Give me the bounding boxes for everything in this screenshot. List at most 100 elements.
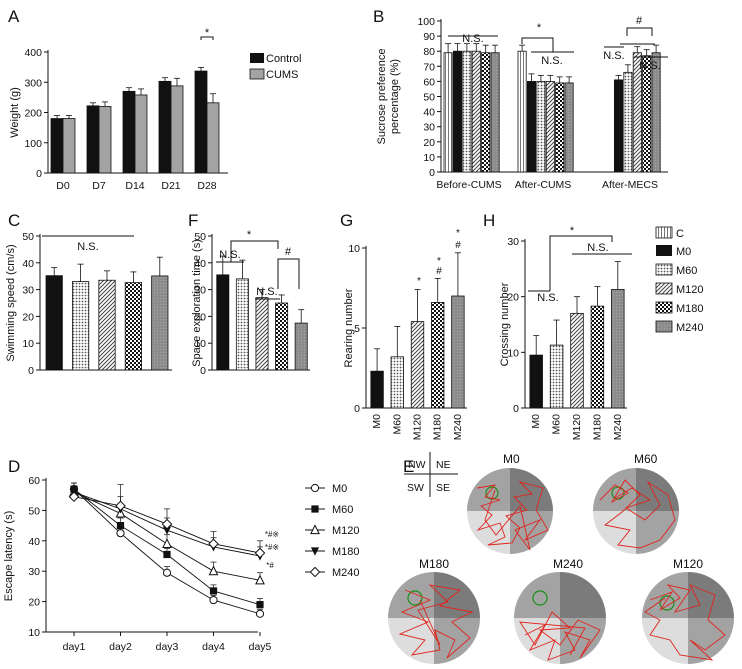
bar: [62, 118, 76, 174]
data-point: [68, 491, 80, 503]
x-tick-label: After-CUMS: [515, 179, 572, 191]
y-tick-label: 50: [28, 505, 40, 517]
x-tick-label: M180: [432, 414, 444, 440]
bar: [275, 302, 289, 371]
y-tick-label: 40: [194, 258, 206, 270]
y-tick-label: 30: [194, 285, 206, 297]
panel-label-f: F: [188, 211, 198, 230]
maze-m120: M120: [642, 557, 734, 664]
bar: [549, 344, 564, 409]
x-tick-label: D0: [56, 180, 70, 192]
x-tick-label: D14: [125, 180, 144, 192]
significance-label: N.S.: [219, 249, 240, 261]
significance-label: *: [247, 229, 252, 241]
y-tick-label: 10: [348, 243, 360, 255]
panel-label-h: H: [483, 211, 495, 230]
maze-title: M120: [673, 557, 703, 571]
quadrant-legend: NW NE SW SE: [404, 452, 458, 497]
y-tick-label: 400: [24, 47, 42, 59]
significance-label: *#: [266, 561, 274, 570]
legend-label-m60: M60: [676, 265, 697, 277]
legend-swatch-control: [250, 53, 264, 63]
significance-bracket: [549, 235, 613, 242]
panel-label-e: E: [403, 457, 414, 476]
maze-m60: M60: [593, 452, 679, 554]
y-tick-label: 100: [24, 138, 42, 150]
y-axis-label: Crossing number: [499, 282, 511, 366]
bar: [194, 70, 208, 174]
significance-label: *: [537, 22, 542, 34]
significance-label: N.S.: [77, 241, 98, 253]
data-point: [310, 524, 320, 535]
x-tick-label: M60: [391, 414, 403, 435]
legend-swatch-m0: [656, 245, 672, 256]
bar: [151, 275, 169, 371]
chart-panel-a: 0 100 200 300 400 Weight (g) D0 D7 D14 D21 D28 *: [9, 27, 228, 192]
x-tick-label: D21: [161, 180, 180, 192]
y-tick-label: 40: [28, 536, 40, 548]
significance-label: *#※: [265, 530, 279, 539]
significance-bracket: [277, 258, 300, 289]
x-tick-label: M240: [612, 414, 624, 440]
quadrant-nw: NW: [408, 459, 426, 471]
y-tick-label: 20: [194, 311, 206, 323]
y-tick-label: 300: [24, 77, 42, 89]
bar: [517, 50, 527, 173]
bar: [98, 279, 116, 371]
bar: [98, 106, 112, 174]
y-tick-label: 30: [22, 285, 34, 297]
y-tick-label: 60: [28, 475, 40, 487]
y-axis-label: Rearing number: [343, 288, 355, 367]
significance-label: #: [285, 246, 292, 258]
significance-label: N.S.: [603, 50, 624, 62]
legend-label-m240: M240: [676, 322, 704, 334]
panel-label-a: A: [8, 7, 20, 26]
bar: [614, 79, 624, 173]
data-point: [162, 538, 172, 548]
legend-swatch-m180: [655, 301, 673, 314]
y-tick-label: 0: [36, 168, 42, 180]
y-tick-label: 90: [423, 31, 435, 43]
bar: [50, 118, 64, 174]
bar: [452, 50, 462, 173]
data-point: [256, 601, 264, 609]
x-tick-label: After-MECS: [602, 179, 658, 191]
maze-m180: M180: [388, 557, 480, 664]
x-tick-label: M240: [452, 414, 464, 440]
legend-swatch-m60: [655, 263, 673, 276]
data-point: [255, 574, 265, 585]
legend-label: M180: [332, 546, 360, 558]
bar: [471, 50, 481, 173]
data-point: [208, 538, 219, 550]
data-point: [310, 483, 320, 493]
legend-a: Control CUMS: [249, 53, 301, 81]
maze-m240: M240: [514, 557, 606, 664]
y-tick-label: 10: [28, 627, 40, 639]
legend-label: M60: [332, 504, 353, 516]
quadrant-sw: SW: [407, 482, 424, 494]
data-point: [309, 566, 321, 578]
y-tick-label: 60: [423, 76, 435, 88]
y-axis-label: Weight (g): [9, 87, 21, 138]
legend-swatch-cums: [249, 68, 265, 80]
bar: [122, 90, 136, 174]
y-tick-label: 30: [507, 236, 519, 248]
legend-label-m0: M0: [676, 246, 691, 258]
y-tick-label: 0: [354, 403, 360, 415]
legend-label: M120: [332, 525, 360, 537]
y-axis-label: percentage (%): [389, 59, 401, 134]
bar: [390, 356, 404, 409]
panel-label-d: D: [8, 457, 20, 476]
significance-bracket: [626, 27, 653, 36]
y-tick-label: 200: [24, 108, 42, 120]
maze-title: M240: [553, 557, 583, 571]
panel-label-c: C: [8, 211, 20, 230]
bar: [623, 71, 633, 173]
significance-label: #: [436, 266, 442, 277]
data-point: [208, 565, 219, 576]
significance-label: N.S.: [639, 60, 660, 72]
legend-label-m120: M120: [676, 284, 704, 296]
panel-label-g: G: [340, 211, 353, 230]
bar: [410, 321, 425, 409]
